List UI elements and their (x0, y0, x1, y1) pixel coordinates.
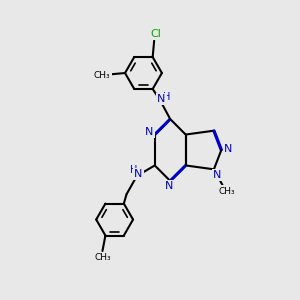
Text: N: N (224, 143, 232, 154)
Text: N: N (157, 94, 166, 104)
Text: N: N (164, 181, 173, 191)
Text: H: H (130, 165, 137, 175)
Text: N: N (213, 170, 221, 180)
Text: CH₃: CH₃ (219, 187, 236, 196)
Text: Cl: Cl (150, 29, 161, 39)
Text: H: H (163, 92, 170, 102)
Text: CH₃: CH₃ (94, 71, 110, 80)
Text: N: N (134, 169, 142, 179)
Text: CH₃: CH₃ (95, 253, 111, 262)
Text: N: N (145, 127, 154, 137)
